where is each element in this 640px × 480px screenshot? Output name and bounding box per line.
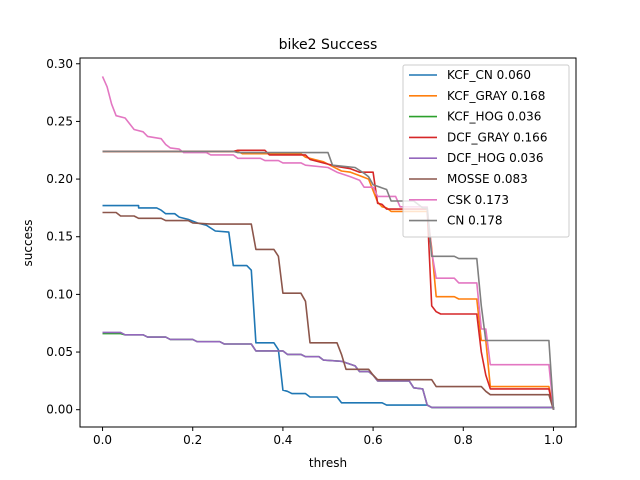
series-line-4 (102, 331, 555, 410)
legend-label: DCF_HOG 0.036 (447, 151, 543, 165)
legend-label: CSK 0.173 (447, 193, 509, 207)
legend-label: DCF_GRAY 0.166 (447, 130, 547, 144)
y-tick-label: 0.20 (46, 172, 73, 186)
legend: KCF_CN 0.060 KCF_GRAY 0.168 KCF_HOG 0.036 D… (402, 64, 570, 238)
series-line-0 (102, 204, 555, 410)
y-tick-label: 0.00 (46, 403, 73, 417)
legend-box (402, 64, 570, 238)
series-line-5 (102, 211, 555, 410)
x-tick-label: 0.6 (364, 433, 383, 447)
x-tick-label: 1.0 (544, 433, 563, 447)
y-tick-label: 0.30 (46, 57, 73, 71)
chart-title: bike2 Success (279, 37, 378, 53)
legend-label: KCF_GRAY 0.168 (447, 89, 545, 103)
x-tick-label: 0.4 (273, 433, 292, 447)
x-tick-label: 0.8 (454, 433, 473, 447)
y-tick-label: 0.10 (46, 287, 73, 301)
x-tick-label: 0.2 (183, 433, 202, 447)
legend-label: KCF_HOG 0.036 (447, 110, 541, 124)
x-axis-label: thresh (309, 456, 347, 470)
y-tick-label: 0.05 (46, 345, 73, 359)
series-line-6 (101, 76, 555, 410)
plot-area (79, 57, 577, 428)
y-tick-label: 0.15 (46, 230, 73, 244)
x-tick-label: 0.0 (93, 433, 112, 447)
x-axis-ticks: 0.0 0.2 0.4 0.6 0.8 1.0 (93, 427, 563, 447)
y-tick-label: 0.25 (46, 114, 73, 128)
axes-frame (79, 57, 577, 428)
y-axis-label: success (21, 220, 35, 267)
legend-label: MOSSE 0.083 (447, 172, 528, 186)
y-axis-ticks: 0.00 0.05 0.10 0.15 0.20 0.25 0.30 (46, 57, 80, 417)
series-line-3 (102, 149, 555, 410)
legend-label: KCF_CN 0.060 (447, 68, 531, 82)
legend-label: CN 0.178 (447, 214, 503, 228)
